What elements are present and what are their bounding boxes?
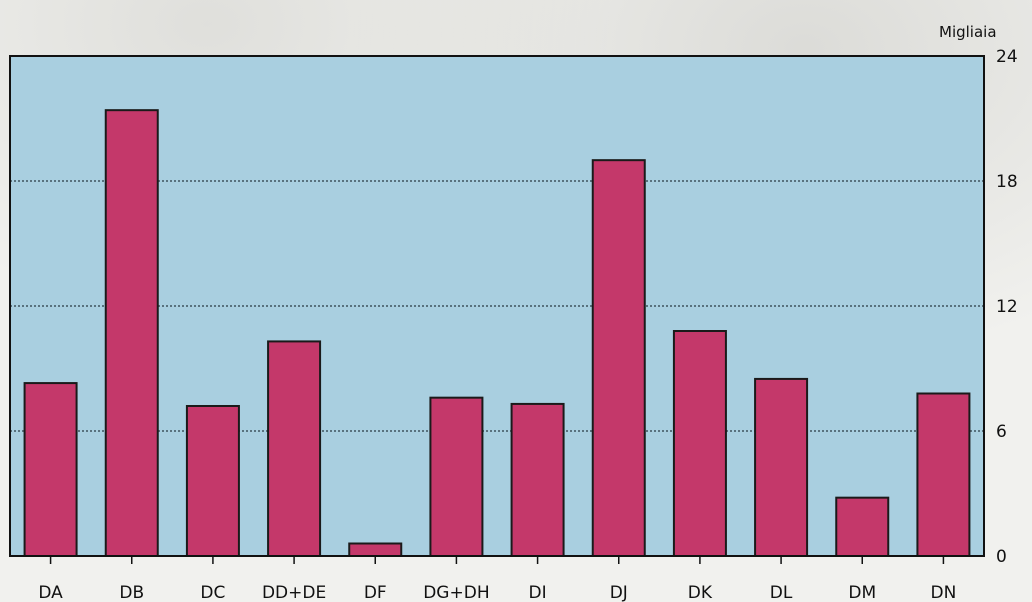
- x-tick-label: DN: [931, 583, 957, 602]
- y-axis-unit-label: Migliaia: [939, 23, 997, 41]
- bar-dl: [754, 377, 809, 557]
- y-tick-label: 24: [996, 47, 1018, 67]
- bar-series: [23, 109, 971, 558]
- x-axis: DA DB DC DD+DE DF DG+DH DI DJ DK DL DM DN: [38, 556, 956, 602]
- x-tick-label: DB: [119, 583, 144, 602]
- x-tick-label: DM: [848, 583, 876, 602]
- y-tick-label: 12: [996, 297, 1018, 317]
- plot-area: [10, 56, 984, 556]
- bar-da: [23, 382, 78, 558]
- x-tick-label: DF: [364, 583, 387, 602]
- bar-dc: [185, 405, 240, 557]
- x-tick-label: DA: [38, 583, 63, 602]
- x-tick-label: DG+DH: [423, 583, 489, 602]
- y-tick-label: 18: [996, 172, 1018, 192]
- bar-dn: [916, 392, 971, 557]
- plot-frame: [9, 55, 985, 557]
- bar-dd-de: [267, 340, 322, 557]
- bar-db: [104, 109, 159, 558]
- x-tick-label: DJ: [610, 583, 628, 602]
- x-tick-label: DK: [688, 583, 713, 602]
- x-tick-label: DL: [770, 583, 793, 602]
- y-tick-label: 6: [996, 422, 1007, 442]
- bar-dk: [672, 330, 727, 557]
- x-tick-label: DC: [200, 583, 225, 602]
- bar-dj: [591, 159, 646, 558]
- x-tick-label: DI: [529, 583, 547, 602]
- bar-df: [348, 542, 403, 557]
- y-tick-label: 0: [996, 547, 1007, 567]
- y-axis: 0 6 12 18 24: [996, 47, 1018, 567]
- bar-di: [510, 402, 565, 557]
- bar-dm: [835, 496, 890, 557]
- bar-dg-dh: [429, 396, 484, 557]
- x-tick-label: DD+DE: [262, 583, 326, 602]
